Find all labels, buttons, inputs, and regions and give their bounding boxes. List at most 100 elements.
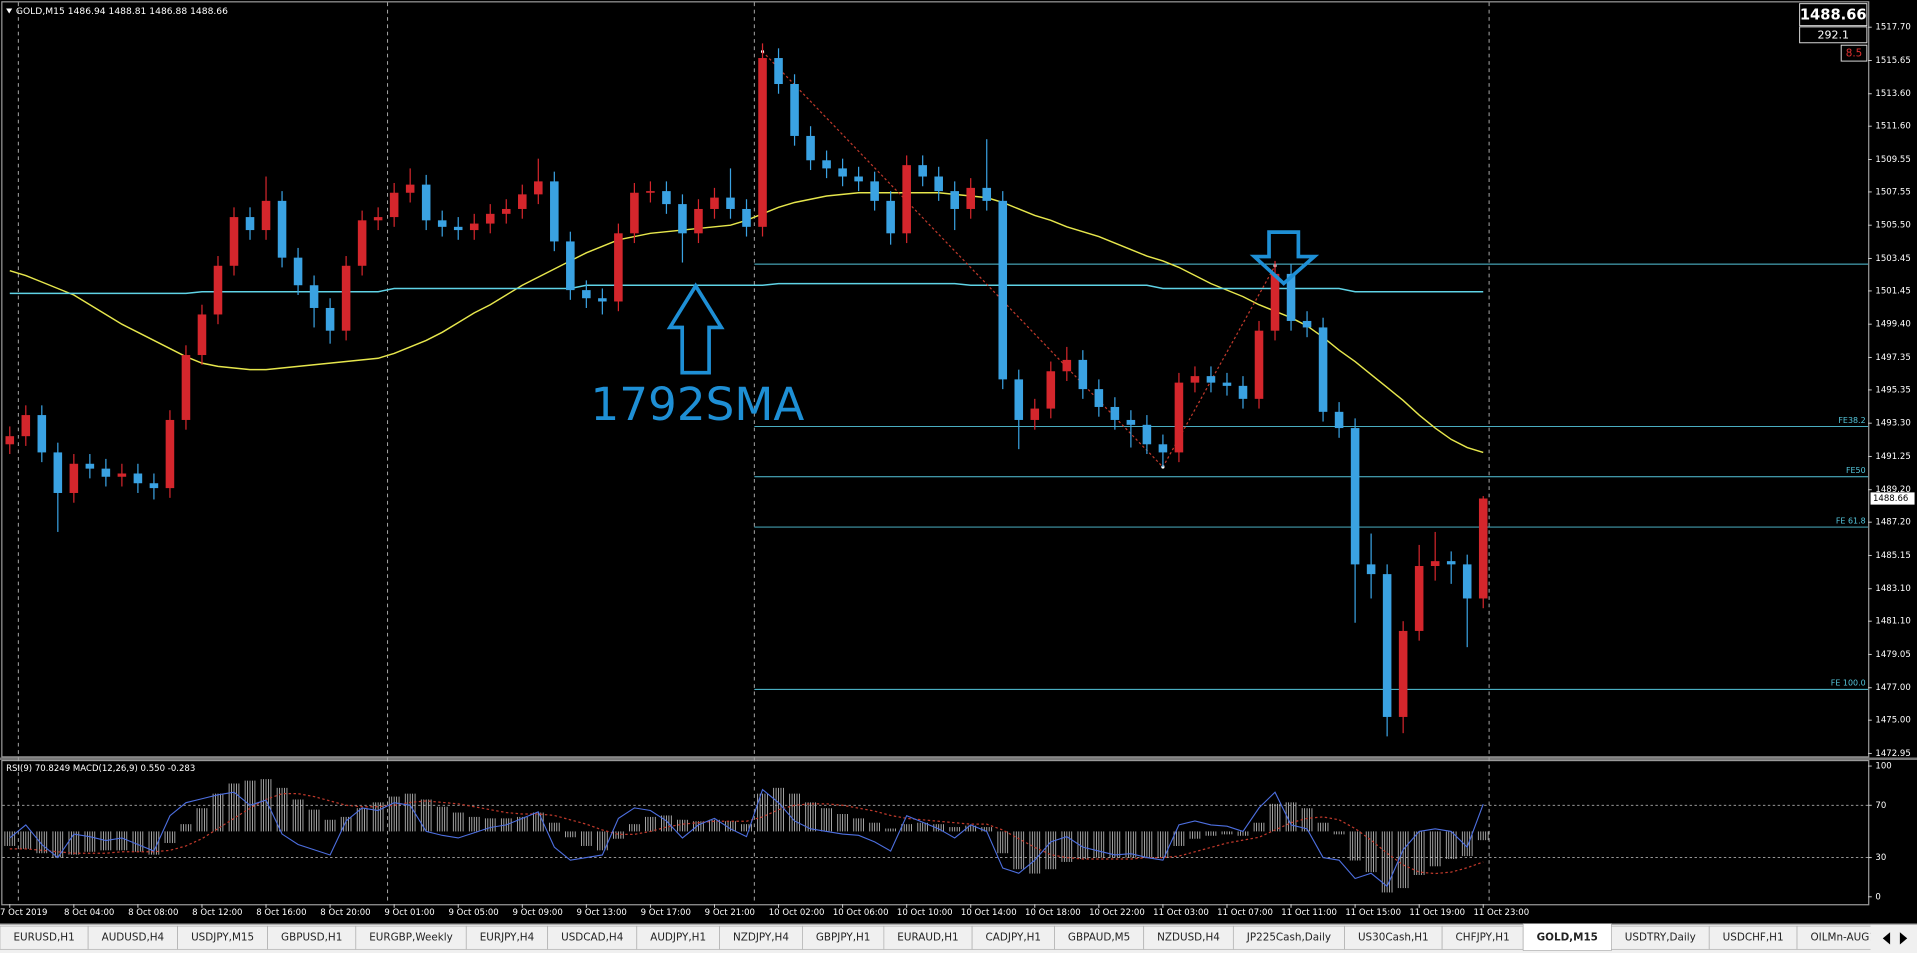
- x-tick-label: 11 Oct 23:00: [1473, 908, 1529, 918]
- candle-body: [357, 220, 367, 266]
- candle-body: [678, 204, 687, 234]
- candle-body: [325, 307, 335, 331]
- tab-label[interactable]: EURAUD,H1: [897, 932, 958, 944]
- tab-label[interactable]: USDJPY,M15: [191, 932, 254, 944]
- tab-label[interactable]: NZDJPY,H4: [733, 932, 789, 944]
- current-price-marker: [1870, 492, 1915, 505]
- candle-body: [1142, 424, 1152, 445]
- candle-body: [1062, 359, 1072, 372]
- candle-body: [1030, 408, 1040, 420]
- down-arrow: [1249, 230, 1320, 286]
- candle-body: [774, 58, 783, 85]
- candle-body: [566, 241, 575, 291]
- tab-label[interactable]: EURUSD,H1: [13, 932, 74, 944]
- tab-label[interactable]: GOLD,M15: [1537, 932, 1598, 944]
- candle-body: [806, 135, 815, 161]
- tab-label[interactable]: US30Cash,H1: [1358, 932, 1429, 944]
- candle-body: [101, 468, 111, 477]
- tab-label[interactable]: OILMn-AUG19,H1: [1810, 932, 1900, 944]
- tab-label[interactable]: USDTRY,Daily: [1625, 932, 1696, 944]
- candle-body: [902, 165, 911, 234]
- candle-body: [1302, 320, 1312, 328]
- candle-body: [181, 355, 191, 420]
- x-tick-label: 9 Oct 13:00: [577, 908, 627, 918]
- y-tick-label: 1472.95: [1875, 749, 1910, 759]
- candle-body: [133, 473, 143, 484]
- tab-label[interactable]: CADJPY,H1: [986, 932, 1041, 944]
- x-tick-label: 10 Oct 06:00: [833, 908, 889, 918]
- candle-body: [918, 165, 927, 177]
- candle-body: [646, 191, 655, 193]
- tab-label[interactable]: CHFJPY,H1: [1456, 932, 1510, 944]
- candle-body: [1350, 428, 1360, 565]
- y-tick-label: 1499.40: [1875, 320, 1910, 330]
- tab-label[interactable]: EURGBP,Weekly: [369, 932, 453, 944]
- menu-triangle[interactable]: [6, 8, 13, 14]
- tabs: EURUSD,H1 AUDUSD,H4 USDJPY,M15 GBPUSD,H1 EUR…: [0, 923, 1917, 951]
- x-tick-label: 10 Oct 02:00: [769, 908, 825, 918]
- candle-body: [85, 463, 95, 469]
- candle-body: [1094, 389, 1104, 407]
- scroll-left[interactable]: [1882, 932, 1891, 945]
- y-tick-label: 1505.50: [1875, 221, 1910, 231]
- x-tick-label: 9 Oct 17:00: [641, 908, 691, 918]
- candle-body: [1014, 379, 1024, 420]
- tab-label[interactable]: EURJPY,H4: [480, 932, 535, 944]
- main-panel: [1, 1, 1870, 758]
- tab-scroll: [1870, 924, 1917, 952]
- candle-body: [1430, 561, 1440, 567]
- x-tick-label: 10 Oct 10:00: [897, 908, 953, 918]
- x-tick-label: 8 Oct 16:00: [256, 908, 306, 918]
- x-tick-label: 10 Oct 18:00: [1025, 908, 1081, 918]
- candle-body: [1078, 359, 1088, 390]
- candle-body: [1174, 382, 1184, 453]
- candle-body: [261, 200, 271, 231]
- candle-body: [213, 265, 223, 315]
- change: 8.5: [1846, 48, 1863, 60]
- candle-body: [1238, 385, 1248, 399]
- candle-body: [453, 226, 463, 231]
- tab-label[interactable]: AUDUSD,H4: [102, 932, 165, 944]
- tab-label[interactable]: NZDUSD,H4: [1157, 932, 1220, 944]
- y-tick-label: 1515.65: [1875, 56, 1910, 66]
- up-arrow: [666, 282, 725, 375]
- candle-body: [934, 176, 943, 192]
- y-tick-label: 1517.70: [1875, 23, 1910, 33]
- tab-label[interactable]: USDCAD,H4: [561, 932, 624, 944]
- tab[interactable]: [1522, 923, 1612, 951]
- candle-body: [229, 217, 239, 266]
- x-tick-label: 9 Oct 09:00: [513, 908, 563, 918]
- candle-body: [437, 220, 447, 227]
- y-tick-label: 1485.15: [1875, 551, 1910, 561]
- candle-body: [1366, 564, 1376, 575]
- candle-body: [405, 184, 415, 193]
- candle-body: [485, 213, 495, 224]
- x-tick-label: 11 Oct 07:00: [1217, 908, 1273, 918]
- candle-body: [341, 265, 351, 331]
- tab-label[interactable]: AUDJPY,H1: [650, 932, 706, 944]
- x-tick-label: 11 Oct 03:00: [1153, 908, 1209, 918]
- y-tick-label: 100: [1875, 762, 1891, 772]
- candle-body: [822, 160, 831, 169]
- x-tick-label: 9 Oct 01:00: [384, 908, 434, 918]
- indicator-chart: RSI(9) 70.8249 MACD(12,26,9) 0.550 -0.28…: [2, 762, 1892, 902]
- candle-body: [790, 84, 799, 136]
- tab-label[interactable]: JP225Cash,Daily: [1246, 932, 1331, 944]
- x-tick-label: 9 Oct 21:00: [705, 908, 755, 918]
- y-tick-label: 1493.30: [1875, 419, 1910, 429]
- candle-body: [1318, 327, 1328, 412]
- tab-label[interactable]: GBPUSD,H1: [281, 932, 342, 944]
- tab-label[interactable]: USDCHF,H1: [1723, 932, 1784, 944]
- candle-body: [53, 452, 63, 493]
- level-label: FE 61.8: [1836, 516, 1866, 525]
- y-tick-label: 1483.10: [1875, 584, 1910, 594]
- x-tick-label: 11 Oct 11:00: [1281, 908, 1337, 918]
- y-tick-label: 1491.25: [1875, 452, 1910, 462]
- candle-body: [309, 285, 319, 308]
- candle-body: [582, 290, 591, 299]
- tab-label[interactable]: GBPAUD,M5: [1068, 932, 1130, 944]
- scroll-right[interactable]: [1899, 932, 1908, 945]
- tab-label[interactable]: GBPJPY,H1: [816, 932, 871, 944]
- candle-body: [1398, 630, 1408, 717]
